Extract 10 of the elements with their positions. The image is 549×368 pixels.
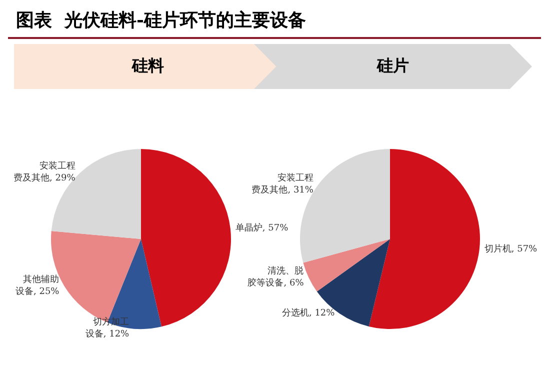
slice-label: 其他辅助设备, 25%: [16, 274, 60, 297]
chart-title: 硅料: [14, 44, 282, 89]
slice-label: 安装工程费及其他, 29%: [14, 160, 76, 184]
slice-label: 安装工程费及其他, 31%: [252, 172, 314, 196]
chart-title: 硅片: [254, 44, 532, 89]
slice-label: 单晶炉, 57%: [235, 222, 289, 234]
slice-label: 分选机, 12%: [282, 308, 336, 319]
slice-label: 切片机, 57%: [484, 244, 538, 255]
slice-label: 清洗、脱胶等设备, 6%: [248, 266, 304, 289]
text: 图表 光伏硅料-硅片环节的主要设备: [8, 8, 541, 39]
